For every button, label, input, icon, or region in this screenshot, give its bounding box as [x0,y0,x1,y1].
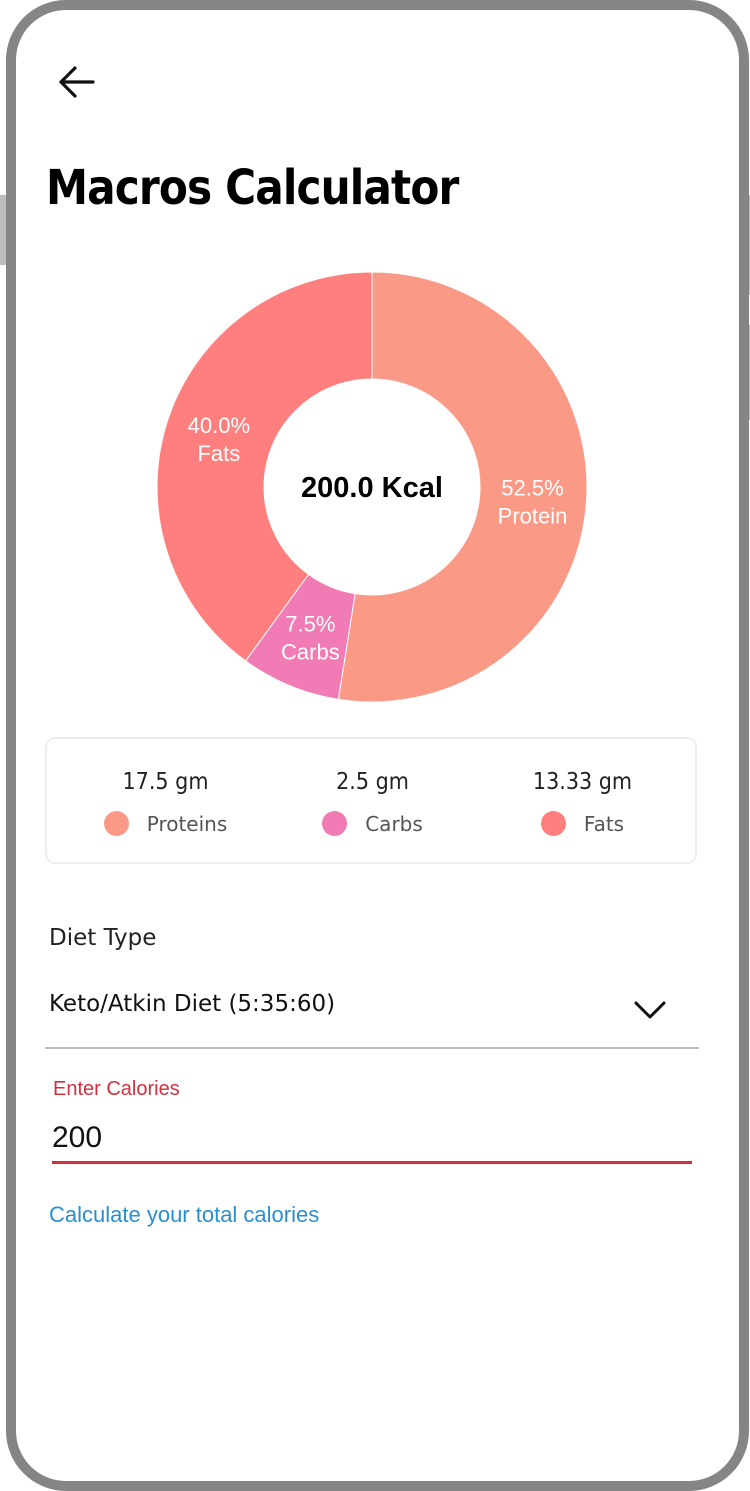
slice-percent-label: 7.5% [285,612,335,637]
slice-name-label: Carbs [281,640,340,665]
center-kcal-label: 200.0 Kcal [301,472,443,504]
legend-value: 17.5 gm [122,769,209,795]
slice-fats [156,271,373,662]
arrow-left-icon [59,66,95,98]
slice-percent-label: 40.0% [188,413,250,438]
slice-protein [337,271,588,703]
legend-name: Proteins [146,811,228,836]
chevron-down-icon [634,1001,666,1019]
calories-input[interactable] [52,1115,692,1164]
slice-percent-label: 52.5% [501,476,563,501]
calculate-total-calories-link[interactable]: Calculate your total calories [49,1202,320,1227]
protein-dot-icon [103,811,129,836]
legend-value: 13.33 gm [532,769,633,795]
diet-type-dropdown[interactable]: Keto/Atkin Diet (5:35:60) [45,975,699,1049]
legend-value: 2.5 gm [336,769,409,795]
macros-legend-card: 17.5 gm Proteins 2.5 gm Carbs 13.33 gm F… [45,737,697,864]
page-title: Macros Calculator [46,160,459,216]
phone-side-button [0,195,8,265]
phone-frame [6,0,749,1491]
back-button[interactable] [55,60,99,104]
diet-type-value: Keto/Atkin Diet (5:35:60) [49,991,336,1017]
slice-name-label: Fats [197,441,240,466]
legend-name: Fats [583,811,625,836]
diet-type-label: Diet Type [49,925,157,951]
fats-dot-icon [540,811,566,836]
macros-donut-chart: 200.0 Kcal 52.5% Protein 7.5% Carbs 40.0% Fat… [156,271,588,703]
carbs-dot-icon [322,811,348,836]
slice-name-label: Protein [498,504,568,529]
legend-name: Carbs [365,811,423,836]
calories-label: Enter Calories [53,1078,180,1100]
